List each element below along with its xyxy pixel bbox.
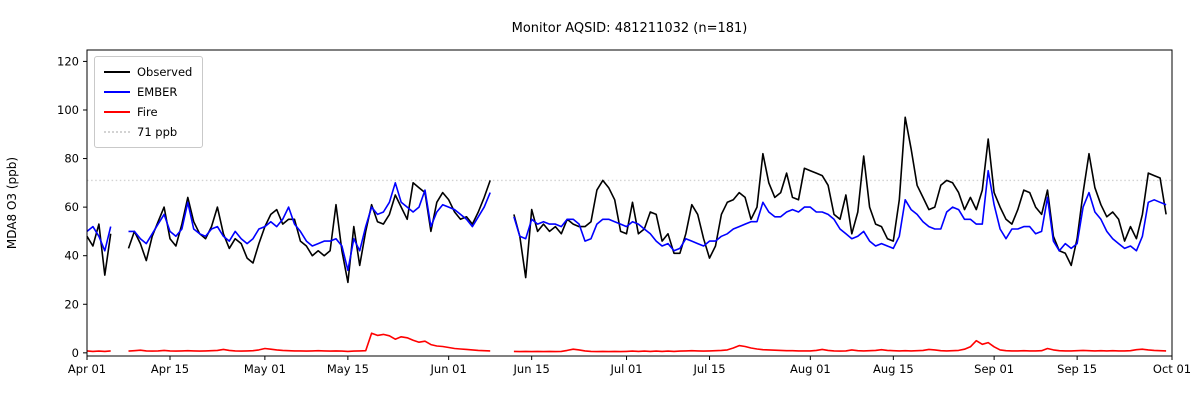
legend-label: Fire bbox=[137, 105, 158, 119]
axes-box bbox=[86, 49, 1173, 357]
legend-item-observed: Observed bbox=[104, 62, 192, 82]
x-tick-label: Aug 01 bbox=[790, 362, 831, 376]
legend-label: 71 ppb bbox=[137, 125, 178, 139]
x-tick-label: Oct 01 bbox=[1153, 362, 1191, 376]
fire-line bbox=[86, 332, 1167, 353]
x-tick-label: Apr 01 bbox=[68, 362, 106, 376]
x-tick-label: Apr 15 bbox=[151, 362, 189, 376]
x-tick-label: Aug 15 bbox=[873, 362, 914, 376]
x-tick-label: May 15 bbox=[327, 362, 369, 376]
y-tick-label: 60 bbox=[64, 200, 79, 214]
legend-label: Observed bbox=[137, 65, 193, 79]
x-tick-label: Sep 01 bbox=[974, 362, 1014, 376]
x-tick-label: Jun 15 bbox=[513, 362, 550, 376]
legend-line-swatch bbox=[104, 91, 130, 93]
chart-title: Monitor AQSID: 481211032 (n=181) bbox=[511, 21, 748, 36]
ember-line bbox=[86, 169, 1167, 272]
y-tick-label: 20 bbox=[64, 297, 79, 311]
y-tick-label: 120 bbox=[57, 54, 79, 68]
x-tick-label: Jun 01 bbox=[430, 362, 467, 376]
observed-line bbox=[86, 116, 1167, 284]
y-tick-label: 40 bbox=[64, 249, 79, 263]
y-tick-label: 80 bbox=[64, 152, 79, 166]
legend-label: EMBER bbox=[137, 85, 178, 99]
legend-line-swatch bbox=[104, 111, 130, 113]
x-tick-label: Jul 15 bbox=[692, 362, 725, 376]
legend: Observed EMBER Fire 71 ppb bbox=[94, 56, 204, 148]
y-tick-label: 0 bbox=[72, 346, 79, 360]
y-tick-label: 100 bbox=[57, 103, 79, 117]
legend-line-swatch bbox=[104, 71, 130, 73]
legend-item-71-ppb: 71 ppb bbox=[104, 122, 192, 142]
legend-line-swatch bbox=[104, 131, 130, 133]
legend-item-ember: EMBER bbox=[104, 82, 192, 102]
y-axis-label: MDA8 O3 (ppb) bbox=[5, 156, 19, 250]
x-tick-label: Jul 01 bbox=[609, 362, 642, 376]
legend-item-fire: Fire bbox=[104, 102, 192, 122]
x-tick-label: Sep 15 bbox=[1057, 362, 1097, 376]
x-tick-label: May 01 bbox=[244, 362, 286, 376]
